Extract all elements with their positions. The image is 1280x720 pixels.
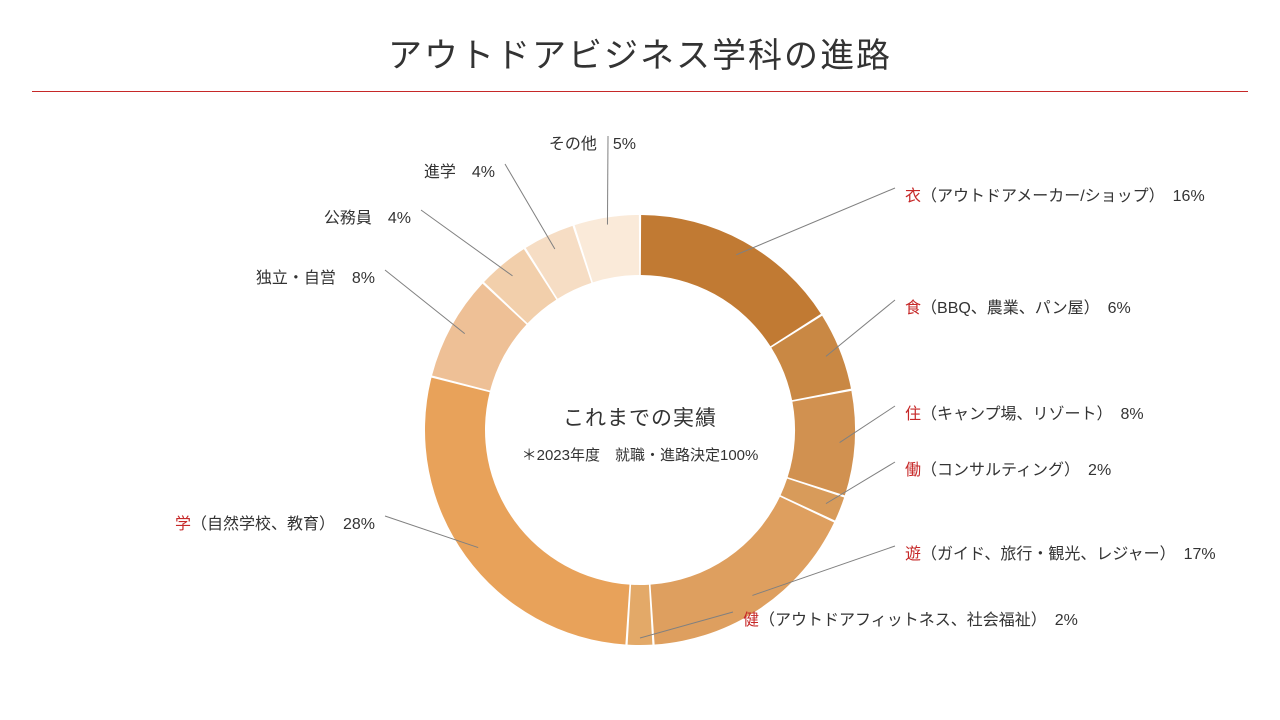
label-text: 進学 4% [424,164,495,181]
label-text: （コンサルティング） 2% [921,462,1111,479]
donut-chart: 衣（アウトドアメーカー/ショップ） 16% 食（BBQ、農業、パン屋） 6% 住（キ… [0,90,1280,710]
label-text: （キャンプ場、リゾート） 8% [921,406,1144,423]
label-text: 公務員 4% [324,210,411,227]
label-text: （ガイド、旅行・観光、レジャー） 17% [921,546,1216,563]
label-highlight: 遊 [905,546,921,563]
label-text: 独立・自営 8% [256,270,375,287]
slice-clothing [641,215,821,346]
label-play: 遊（ガイド、旅行・観光、レジャー） 17% [905,540,1216,564]
label-highlight: 住 [905,406,921,423]
label-text: （自然学校、教育） 28% [191,516,375,533]
page: アウトドアビジネス学科の進路 衣（アウトドアメーカー/ショップ） 16% 食（BB… [0,0,1280,720]
label-text: その他 5% [549,136,636,153]
label-highlight: 食 [905,300,921,317]
label-highlight: 学 [175,516,191,533]
label-advance: 進学 4% [424,158,495,182]
label-health: 健（アウトドアフィットネス、社会福祉） 2% [743,606,1078,630]
label-independent: 独立・自営 8% [256,264,375,288]
label-living: 住（キャンプ場、リゾート） 8% [905,400,1144,424]
label-civil: 公務員 4% [324,204,411,228]
center-subtitle: ＊2023年度 就職・進路決定100% [480,444,800,465]
leader-food [826,300,895,356]
center-title: これまでの実績 [480,402,800,432]
label-text: （BBQ、農業、パン屋） 6% [921,300,1131,317]
label-work: 働（コンサルティング） 2% [905,456,1111,480]
leader-independent [385,270,465,334]
label-clothing: 衣（アウトドアメーカー/ショップ） 16% [905,182,1205,206]
page-title: アウトドアビジネス学科の進路 [0,28,1280,77]
label-study: 学（自然学校、教育） 28% [175,510,375,534]
title-block: アウトドアビジネス学科の進路 [0,0,1280,92]
leader-clothing [736,188,895,255]
label-highlight: 健 [743,612,759,629]
leader-civil [421,210,513,276]
label-food: 食（BBQ、農業、パン屋） 6% [905,294,1131,318]
chart-center-text: これまでの実績 ＊2023年度 就職・進路決定100% [480,402,800,465]
label-other: その他 5% [549,130,636,154]
label-highlight: 衣 [905,188,921,205]
label-text: （アウトドアメーカー/ショップ） 16% [921,188,1205,205]
label-text: （アウトドアフィットネス、社会福祉） 2% [759,612,1078,629]
leader-advance [505,164,555,249]
label-highlight: 働 [905,462,921,479]
